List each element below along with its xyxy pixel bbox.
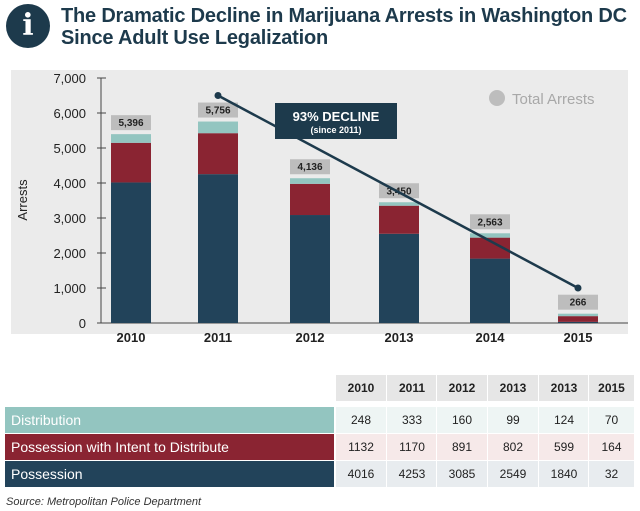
table-cell: 70 bbox=[588, 407, 634, 433]
bar-segment bbox=[290, 215, 330, 323]
table-row-label: Possession with Intent to Distribute bbox=[5, 434, 334, 460]
y-tick-label: 5,000 bbox=[53, 141, 86, 156]
bar-segment bbox=[198, 174, 238, 323]
trend-end-dot bbox=[574, 284, 582, 292]
table-row-label: Distribution bbox=[5, 407, 334, 433]
legend-marker bbox=[489, 90, 505, 106]
table-year-header: 2011 bbox=[386, 375, 437, 401]
y-tick-label: 7,000 bbox=[53, 71, 86, 86]
x-tick-label: 2012 bbox=[296, 330, 325, 345]
total-label: 5,396 bbox=[118, 118, 143, 129]
bar-segment bbox=[379, 205, 419, 234]
table-cell: 891 bbox=[436, 434, 487, 460]
table-year-header: 2013 bbox=[538, 375, 589, 401]
total-label-box bbox=[470, 214, 510, 230]
bar-segment bbox=[198, 133, 238, 175]
total-label: 266 bbox=[570, 298, 587, 309]
bar-segment bbox=[558, 321, 598, 323]
bar-segment bbox=[379, 202, 419, 206]
total-label: 5,756 bbox=[205, 106, 230, 117]
y-tick-label: 0 bbox=[79, 316, 86, 331]
bar-segment bbox=[470, 258, 510, 323]
total-label: 2,563 bbox=[477, 217, 502, 228]
table-row-label: Possession bbox=[5, 461, 334, 487]
bar-segment bbox=[290, 183, 330, 216]
bar-segment bbox=[379, 233, 419, 323]
bar-segment bbox=[290, 178, 330, 184]
total-label-box bbox=[198, 102, 238, 118]
table-cell: 124 bbox=[538, 407, 589, 433]
bar-segment bbox=[470, 237, 510, 259]
total-label: 4,136 bbox=[297, 162, 322, 173]
y-tick-label: 6,000 bbox=[53, 106, 86, 121]
y-tick-label: 4,000 bbox=[53, 176, 86, 191]
table-cell: 4016 bbox=[335, 461, 386, 487]
annotation-box bbox=[275, 103, 397, 139]
annotation-title: 93% DECLINE bbox=[293, 109, 380, 124]
bar-segment bbox=[558, 313, 598, 317]
bar-segment bbox=[111, 134, 151, 143]
info-icon: i bbox=[6, 4, 50, 48]
table-year-header: 2010 bbox=[335, 375, 386, 401]
table-cell: 248 bbox=[335, 407, 386, 433]
table-cell: 32 bbox=[588, 461, 634, 487]
table-cell: 333 bbox=[386, 407, 437, 433]
table-cell: 3085 bbox=[436, 461, 487, 487]
table-year-header: 2013 bbox=[487, 375, 538, 401]
bar-segment bbox=[111, 182, 151, 323]
table-year-header: 2015 bbox=[588, 375, 634, 401]
bar-segment bbox=[558, 316, 598, 322]
y-tick-label: 1,000 bbox=[53, 281, 86, 296]
chart-title: The Dramatic Decline in Marijuana Arrest… bbox=[61, 5, 627, 49]
table-cell: 99 bbox=[487, 407, 538, 433]
y-tick-label: 3,000 bbox=[53, 211, 86, 226]
x-tick-label: 2013 bbox=[385, 330, 414, 345]
x-tick-label: 2010 bbox=[117, 330, 146, 345]
table-cell: 160 bbox=[436, 407, 487, 433]
x-tick-label: 2015 bbox=[564, 330, 593, 345]
y-tick-label: 2,000 bbox=[53, 246, 86, 261]
total-label-box bbox=[290, 159, 330, 175]
header: i The Dramatic Decline in Marijuana Arre… bbox=[0, 0, 640, 52]
x-tick-label: 2011 bbox=[204, 330, 232, 345]
title-line-2: Since Adult Use Legalization bbox=[61, 27, 329, 49]
table-cell: 2549 bbox=[487, 461, 538, 487]
bar-segment bbox=[198, 121, 238, 134]
table-year-header: 2012 bbox=[436, 375, 487, 401]
legend-label: Total Arrests bbox=[512, 91, 595, 108]
table-cell: 1170 bbox=[386, 434, 437, 460]
x-tick-label: 2014 bbox=[476, 330, 506, 345]
annotation-subtitle: (since 2011) bbox=[310, 125, 361, 135]
trend-start-dot bbox=[214, 92, 222, 99]
y-axis-label: Arrests bbox=[15, 179, 30, 221]
table-cell: 599 bbox=[538, 434, 589, 460]
bar-segment bbox=[470, 233, 510, 238]
table-cell: 1132 bbox=[335, 434, 386, 460]
table-cell: 164 bbox=[588, 434, 634, 460]
table-cell: 802 bbox=[487, 434, 538, 460]
title-line-1: The Dramatic Decline in Marijuana Arrest… bbox=[61, 5, 627, 27]
table-cell: 1840 bbox=[538, 461, 589, 487]
bar-segment bbox=[111, 142, 151, 183]
source-note: Source: Metropolitan Police Department bbox=[6, 496, 202, 508]
total-label-box bbox=[558, 294, 598, 310]
arrests-chart: 0 1,000 2,000 3,000 4,000 5,000 6,000 7,000 Arre… bbox=[15, 71, 628, 345]
table-cell: 4253 bbox=[386, 461, 437, 487]
total-label-box bbox=[111, 115, 151, 131]
